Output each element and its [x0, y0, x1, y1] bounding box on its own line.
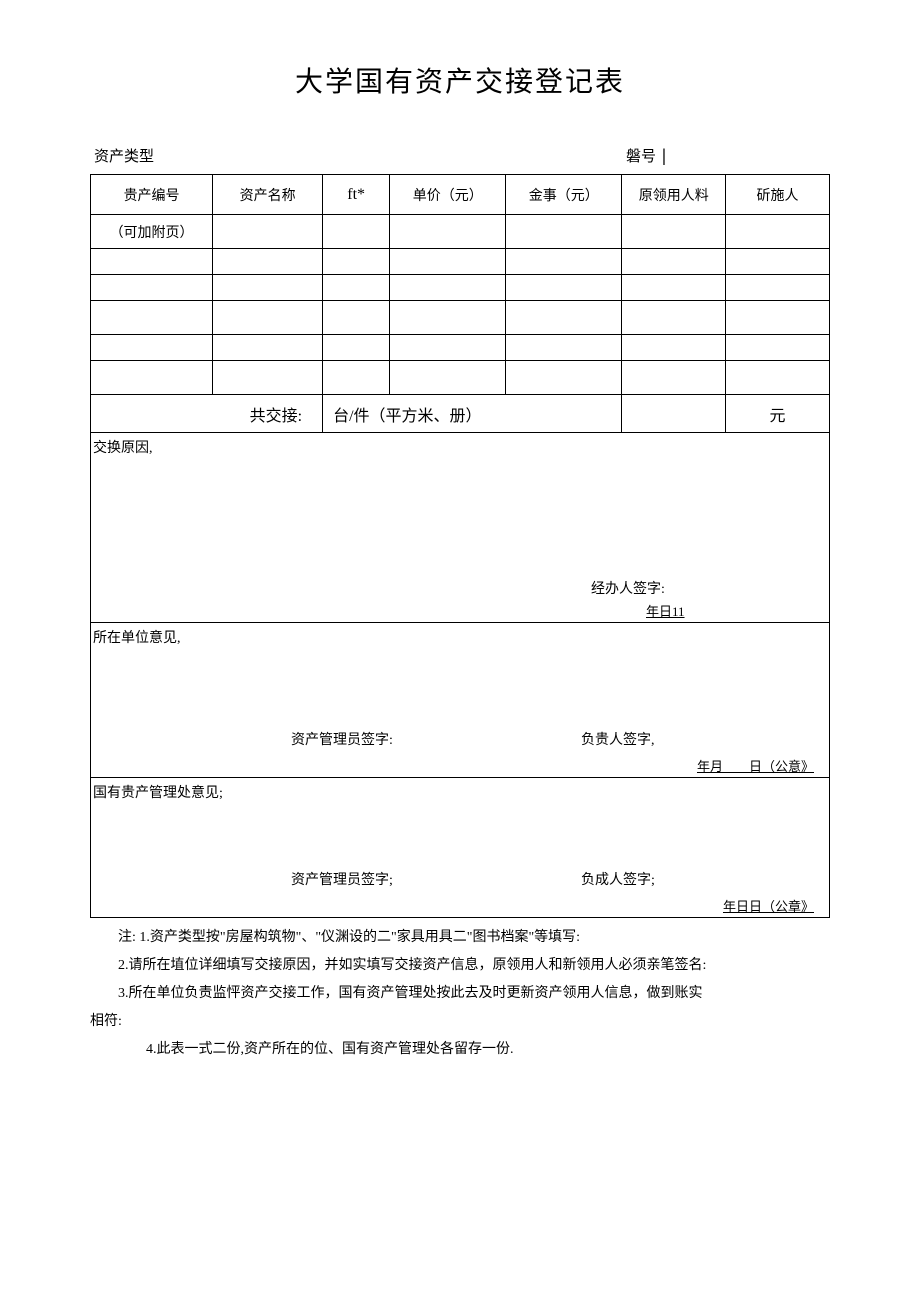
th-asset-name: 资产名称	[213, 175, 323, 215]
unit-opinion-label: 所在单位意见,	[91, 623, 829, 651]
cell	[213, 215, 323, 249]
mgmt-responsible-sign: 负成人签字;	[581, 869, 655, 889]
cell	[213, 249, 323, 275]
cell-attachment: （可加附页）	[91, 215, 213, 249]
table-row	[91, 275, 830, 301]
cell	[213, 361, 323, 395]
cell	[213, 301, 323, 335]
cell	[622, 249, 726, 275]
reason-label: 交换原因,	[91, 433, 829, 461]
table-row	[91, 361, 830, 395]
cell	[91, 301, 213, 335]
table-row	[91, 335, 830, 361]
th-original-user: 原领用人料	[622, 175, 726, 215]
unit-responsible-sign: 负贵人签字,	[581, 729, 655, 749]
reason-date: 年日11	[646, 601, 685, 620]
cell	[726, 275, 830, 301]
cell	[91, 249, 213, 275]
cell	[726, 335, 830, 361]
th-amount: 金事（元）	[506, 175, 622, 215]
cell	[91, 275, 213, 301]
cell	[622, 335, 726, 361]
note-3: 3.所在单位负责监怦资产交接工作，国有资产管理处按此去及时更新资产领用人信息，做…	[90, 980, 830, 1008]
th-asset-no: 贵产编号	[91, 175, 213, 215]
th-unit-price: 单价（元）	[390, 175, 506, 215]
cell	[506, 249, 622, 275]
cell	[390, 361, 506, 395]
unit-date: 年月 日（公意》	[697, 756, 814, 775]
agent-sign-label: 经办人签字:	[591, 578, 665, 598]
cell	[390, 335, 506, 361]
unit-opinion-section: 所在单位意见, 资产管理员签字: 负贵人签字, 年月 日（公意》	[90, 623, 830, 778]
mgmt-asset-mgr-sign: 资产管理员签字;	[291, 869, 393, 889]
summary-label: 共交接:	[91, 395, 323, 433]
asset-type-label: 资产类型	[94, 145, 626, 166]
cell	[323, 249, 390, 275]
cell	[390, 215, 506, 249]
number-label-group: 磐号 |	[626, 145, 826, 166]
number-label: 磐号	[626, 145, 656, 166]
mgmt-opinion-section: 国有贵产管理处意见; 资产管理员签字; 负成人签字; 年日日（公章》	[90, 778, 830, 918]
cell	[506, 335, 622, 361]
cell	[726, 301, 830, 335]
table-row	[91, 249, 830, 275]
summary-currency: 元	[726, 395, 830, 433]
table-row: （可加附页）	[91, 215, 830, 249]
unit-asset-mgr-sign: 资产管理员签字:	[291, 729, 393, 749]
cell	[323, 275, 390, 301]
number-pipe: |	[662, 145, 666, 166]
cell	[726, 249, 830, 275]
cell	[622, 361, 726, 395]
th-ft: ft*	[323, 175, 390, 215]
cell	[213, 275, 323, 301]
header-row: 资产类型 磐号 |	[90, 145, 830, 166]
mgmt-opinion-label: 国有贵产管理处意见;	[91, 778, 829, 806]
page-title: 大学国有资产交接登记表	[90, 60, 830, 100]
cell	[390, 301, 506, 335]
note-2: 2.请所在埴位详细填写交接原因，并如实填写交接资产信息，原领用人和新领用人必须亲…	[90, 952, 830, 980]
cell	[323, 335, 390, 361]
cell	[506, 301, 622, 335]
cell	[323, 361, 390, 395]
cell	[726, 361, 830, 395]
asset-table: 贵产编号 资产名称 ft* 单价（元） 金事（元） 原领用人料 斫施人 （可加附…	[90, 174, 830, 433]
table-row	[91, 301, 830, 335]
cell	[506, 215, 622, 249]
summary-row: 共交接: 台/件（平方米、册） 元	[91, 395, 830, 433]
cell	[323, 215, 390, 249]
cell	[390, 249, 506, 275]
cell	[506, 275, 622, 301]
th-new-user: 斫施人	[726, 175, 830, 215]
cell	[506, 361, 622, 395]
cell	[622, 215, 726, 249]
summary-blank	[622, 395, 726, 433]
summary-unit: 台/件（平方米、册）	[323, 395, 622, 433]
note-1: 注: 1.资产类型按"房屋构筑物"、"仪渊设的二"家具用具二"图书档案"等填写:	[90, 924, 830, 952]
cell	[91, 361, 213, 395]
cell	[323, 301, 390, 335]
cell	[213, 335, 323, 361]
mgmt-date: 年日日（公章》	[723, 896, 814, 915]
notes-section: 注: 1.资产类型按"房屋构筑物"、"仪渊设的二"家具用具二"图书档案"等填写:…	[90, 924, 830, 1064]
reason-section: 交换原因, 经办人签字: 年日11	[90, 433, 830, 623]
cell	[726, 215, 830, 249]
cell	[390, 275, 506, 301]
table-header-row: 贵产编号 资产名称 ft* 单价（元） 金事（元） 原领用人料 斫施人	[91, 175, 830, 215]
cell	[91, 335, 213, 361]
note-3b: 相符:	[90, 1008, 830, 1036]
cell	[622, 275, 726, 301]
note-4: 4.此表一式二份,资产所在的位、国有资产管理处各留存一份.	[90, 1036, 830, 1064]
cell	[622, 301, 726, 335]
